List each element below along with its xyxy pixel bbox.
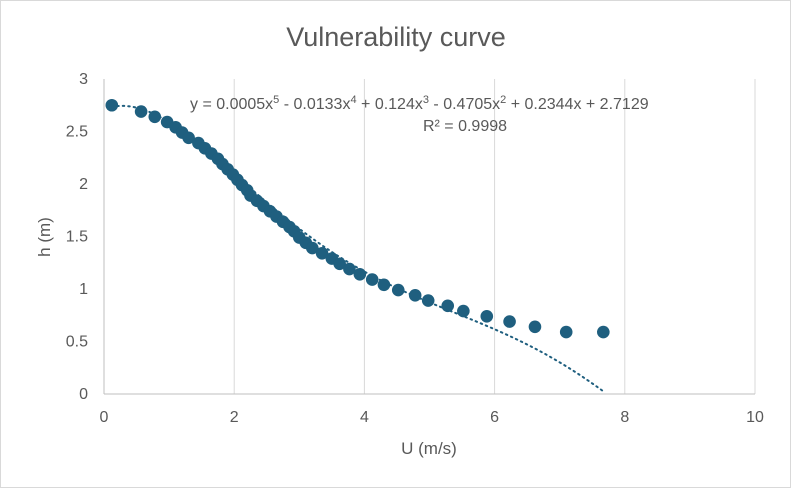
eq-part-3: + 0.124x <box>357 96 423 113</box>
y-tick-label: 2.5 <box>66 124 88 141</box>
trendline-equation: y = 0.0005x5 - 0.0133x4 + 0.124x3 - 0.47… <box>190 94 649 113</box>
data-point <box>148 110 162 124</box>
axes <box>103 79 755 395</box>
data-point <box>597 325 610 339</box>
x-tick-label: 4 <box>360 409 369 426</box>
x-tick-label: 2 <box>230 409 239 426</box>
x-tick-label: 0 <box>100 409 109 426</box>
y-tick-label: 0 <box>79 386 88 403</box>
grid <box>233 79 756 394</box>
y-axis-label: h (m) <box>35 217 54 257</box>
chart-title: Vulnerability curve <box>286 22 506 52</box>
data-point <box>377 278 391 292</box>
y-tick-label: 1.5 <box>66 229 88 246</box>
data-point <box>105 98 119 112</box>
x-tick-label: 6 <box>490 409 499 426</box>
y-tick-label: 1 <box>79 281 88 298</box>
data-point <box>408 289 422 302</box>
data-point <box>353 268 367 281</box>
x-tick-labels: 0 2 4 6 8 10 <box>100 409 764 426</box>
eq-part-2: - 0.0133x <box>279 96 350 113</box>
trendline <box>110 104 605 393</box>
eq-exp-5: 5 <box>273 94 279 106</box>
data-point <box>559 325 573 339</box>
y-tick-label: 2 <box>79 176 88 193</box>
eq-part-5: + 0.2344x + 2.7129 <box>506 96 648 113</box>
data-point <box>457 304 470 318</box>
data-point <box>528 320 542 334</box>
data-point <box>182 131 195 145</box>
eq-part-1: y = 0.0005x <box>190 96 273 113</box>
r-squared-label: R² = 0.9998 <box>423 118 507 135</box>
x-axis-label: U (m/s) <box>401 439 457 458</box>
eq-exp-2: 2 <box>500 94 506 106</box>
data-point <box>441 299 455 313</box>
data-point <box>421 294 435 307</box>
data-point <box>315 247 329 260</box>
data-point <box>306 241 319 255</box>
data-point <box>365 273 379 286</box>
x-tick-label: 10 <box>746 409 764 426</box>
eq-part-4: - 0.4705x <box>429 96 500 113</box>
trendline-group <box>110 104 605 393</box>
data-point <box>480 310 494 323</box>
eq-exp-3: 3 <box>423 94 429 106</box>
eq-exp-4: 4 <box>350 94 356 106</box>
y-tick-labels: 0 0.5 1 1.5 2 2.5 3 <box>66 71 88 403</box>
data-point <box>134 105 148 118</box>
data-point <box>391 283 405 297</box>
points-group <box>105 98 610 339</box>
data-point <box>333 257 346 271</box>
data-point <box>343 262 356 276</box>
y-tick-label: 3 <box>79 71 88 88</box>
y-tick-label: 0.5 <box>66 334 88 351</box>
data-point <box>503 315 516 328</box>
x-tick-label: 8 <box>620 409 629 426</box>
